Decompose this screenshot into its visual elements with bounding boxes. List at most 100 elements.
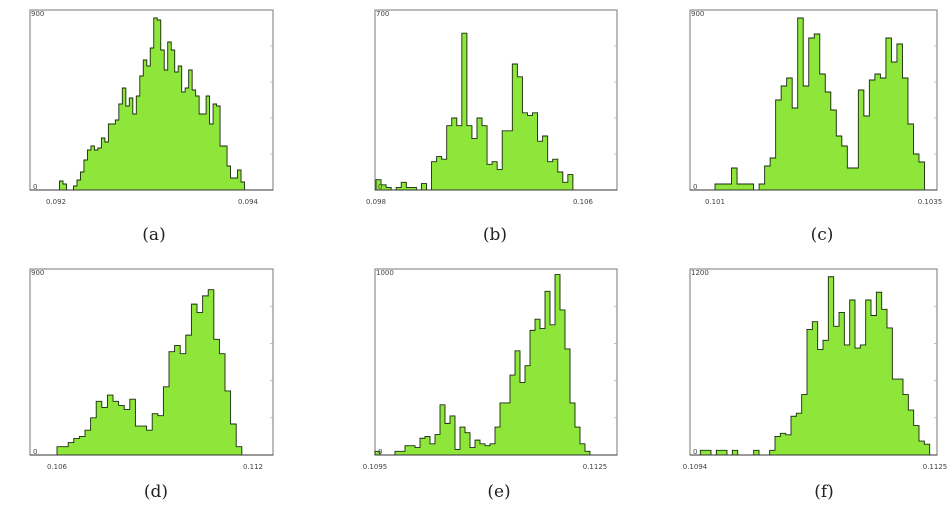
histogram-bar <box>157 415 164 455</box>
histogram-bar <box>565 348 571 455</box>
histogram-bar <box>902 78 909 190</box>
histogram-bar <box>874 74 881 190</box>
histogram-bar <box>73 438 80 455</box>
histogram-panel-a: 900 0 0.092 0.094 (a) <box>0 0 320 255</box>
histogram-bar <box>141 426 147 455</box>
histogram-bar <box>485 445 491 455</box>
histogram-bar <box>913 425 920 455</box>
histogram-bar <box>234 178 238 190</box>
histogram-bar <box>512 64 518 190</box>
histogram-bar <box>522 112 528 190</box>
histogram-bar <box>90 417 97 455</box>
histogram-bar <box>715 184 721 190</box>
histogram-bar <box>495 427 501 455</box>
histogram-bar <box>849 300 856 455</box>
histogram-bar <box>208 289 215 455</box>
histogram-bar <box>160 50 165 190</box>
histogram-bar <box>515 350 521 455</box>
histogram-bar <box>178 66 183 190</box>
histogram-bar <box>440 404 446 455</box>
histogram-bar <box>791 416 797 455</box>
bars <box>700 276 931 455</box>
histogram-bar <box>146 66 151 190</box>
histogram-bar <box>550 324 556 455</box>
histogram-bar <box>124 409 131 455</box>
histogram-bar <box>792 108 799 190</box>
histogram-bar <box>192 90 197 190</box>
histogram-bar <box>737 184 743 190</box>
histogram-bar <box>85 430 91 455</box>
histogram-bar <box>869 80 876 190</box>
y-max-tick-label: 1200 <box>691 269 709 277</box>
histogram-bar <box>118 405 125 455</box>
histogram-bar <box>451 118 458 190</box>
histogram-bar <box>94 150 99 190</box>
histogram-bar <box>104 142 109 190</box>
histogram-bar <box>781 86 788 190</box>
histogram-bar <box>786 78 793 190</box>
histogram-bar <box>742 184 749 190</box>
histogram-outline <box>374 274 595 456</box>
histogram-bar <box>188 70 193 190</box>
y-max-tick-label: 900 <box>31 269 44 277</box>
histogram-bar <box>219 353 226 455</box>
histogram-bar <box>525 365 531 455</box>
histogram-bar <box>570 402 576 455</box>
y-zero-tick-label: 0 <box>33 448 37 456</box>
histogram-bar <box>567 174 574 190</box>
histogram-bar <box>830 110 837 190</box>
histogram-bar <box>441 159 448 190</box>
histogram-bar <box>209 124 214 190</box>
histogram-bar <box>456 125 463 190</box>
histogram-bar <box>500 402 506 455</box>
histogram-bar <box>96 401 103 455</box>
histogram-bar <box>152 413 159 455</box>
panel-caption-c: (c) <box>810 225 834 245</box>
histogram-outline <box>56 289 253 456</box>
histogram-bar <box>847 168 854 190</box>
histogram-bar <box>146 430 153 455</box>
histogram-bar <box>807 329 813 455</box>
histogram-bar <box>195 96 200 190</box>
histogram-bar <box>823 340 829 455</box>
histogram-bar <box>836 136 843 190</box>
histogram-bar <box>59 181 64 190</box>
histogram-bar <box>726 184 732 190</box>
histogram-bar <box>855 348 861 455</box>
histogram-bar <box>76 180 81 190</box>
histogram-bar <box>405 445 411 455</box>
histogram-bar <box>237 170 242 190</box>
histogram-bar <box>480 443 486 455</box>
histogram-bar <box>430 443 436 455</box>
histogram-bar <box>517 76 523 190</box>
histogram-bar <box>446 125 453 190</box>
y-zero-tick-label: 0 <box>693 183 697 191</box>
histogram-bar <box>803 86 810 190</box>
y-zero-tick-label: 0 <box>378 448 382 456</box>
histogram-bar <box>191 304 198 455</box>
histogram-bar <box>482 125 488 190</box>
histogram-bar <box>101 138 106 190</box>
histogram-outline <box>714 17 930 191</box>
x-max-tick-label: 0.106 <box>573 198 594 206</box>
histogram-bar <box>585 451 591 455</box>
panel-caption-e: (e) <box>487 482 511 502</box>
x-max-tick-label: 0.1125 <box>583 463 608 471</box>
histogram-bar <box>62 184 67 190</box>
histogram-bar <box>545 291 551 455</box>
histogram-bar <box>547 161 554 190</box>
histogram-bar <box>111 124 116 190</box>
histogram-bar <box>386 187 392 190</box>
histogram-bar <box>732 450 739 455</box>
histogram-bar <box>833 326 840 455</box>
histogram-bar <box>542 136 549 190</box>
histogram-bar <box>775 100 782 190</box>
histogram-bar <box>885 38 892 190</box>
histogram-bar <box>839 312 845 455</box>
histogram-bar <box>174 345 181 455</box>
histogram-bar <box>764 166 771 190</box>
histogram-bar <box>560 309 566 455</box>
histogram-bar <box>241 182 245 190</box>
histogram-bar <box>797 18 804 190</box>
y-max-tick-label: 900 <box>691 10 704 18</box>
